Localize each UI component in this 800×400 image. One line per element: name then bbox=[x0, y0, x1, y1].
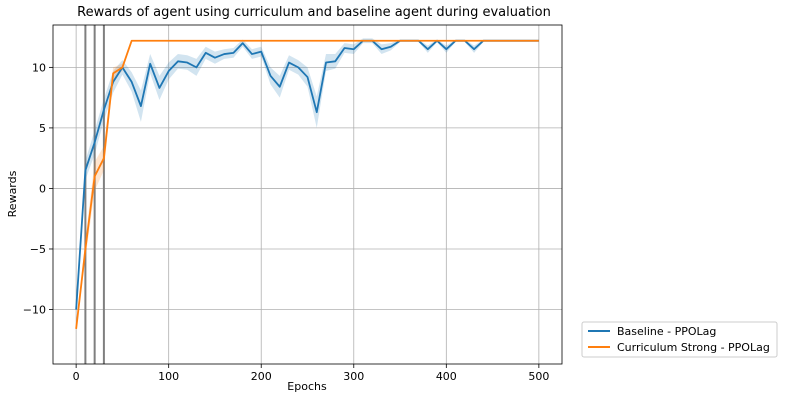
chart-title: Rewards of agent using curriculum and ba… bbox=[77, 5, 551, 20]
legend-label-baseline: Baseline - PPOLag bbox=[617, 325, 716, 338]
x-tick-label: 200 bbox=[251, 370, 272, 383]
y-axis: −10 −5 0 5 10 bbox=[23, 61, 53, 317]
y-tick-label: 10 bbox=[32, 61, 46, 74]
series-lines bbox=[75, 39, 539, 329]
x-tick-label: 300 bbox=[343, 370, 364, 383]
plot-frame bbox=[52, 24, 563, 365]
grid-lines bbox=[53, 25, 562, 364]
y-tick-label: 5 bbox=[39, 122, 46, 135]
legend: Baseline - PPOLag Curriculum Strong - PP… bbox=[581, 321, 778, 358]
y-tick-label: −5 bbox=[30, 243, 46, 256]
y-tick-label: −10 bbox=[23, 304, 46, 317]
y-axis-label: Rewards bbox=[6, 170, 19, 217]
y-tick-label: 0 bbox=[39, 182, 46, 195]
vertical-markers bbox=[84, 25, 105, 364]
x-tick-label: 100 bbox=[158, 370, 179, 383]
x-axis: 0 100 200 300 400 500 bbox=[73, 364, 549, 383]
x-tick-label: 400 bbox=[436, 370, 457, 383]
plot-area bbox=[52, 24, 563, 365]
x-tick-label: 0 bbox=[73, 370, 80, 383]
legend-box bbox=[581, 321, 778, 358]
confidence-band-curriculum bbox=[76, 40, 539, 331]
x-tick-label: 500 bbox=[528, 370, 549, 383]
series-line-curriculum bbox=[75, 39, 539, 329]
x-axis-label: Epochs bbox=[287, 380, 327, 393]
legend-label-curriculum: Curriculum Strong - PPOLag bbox=[617, 341, 770, 354]
